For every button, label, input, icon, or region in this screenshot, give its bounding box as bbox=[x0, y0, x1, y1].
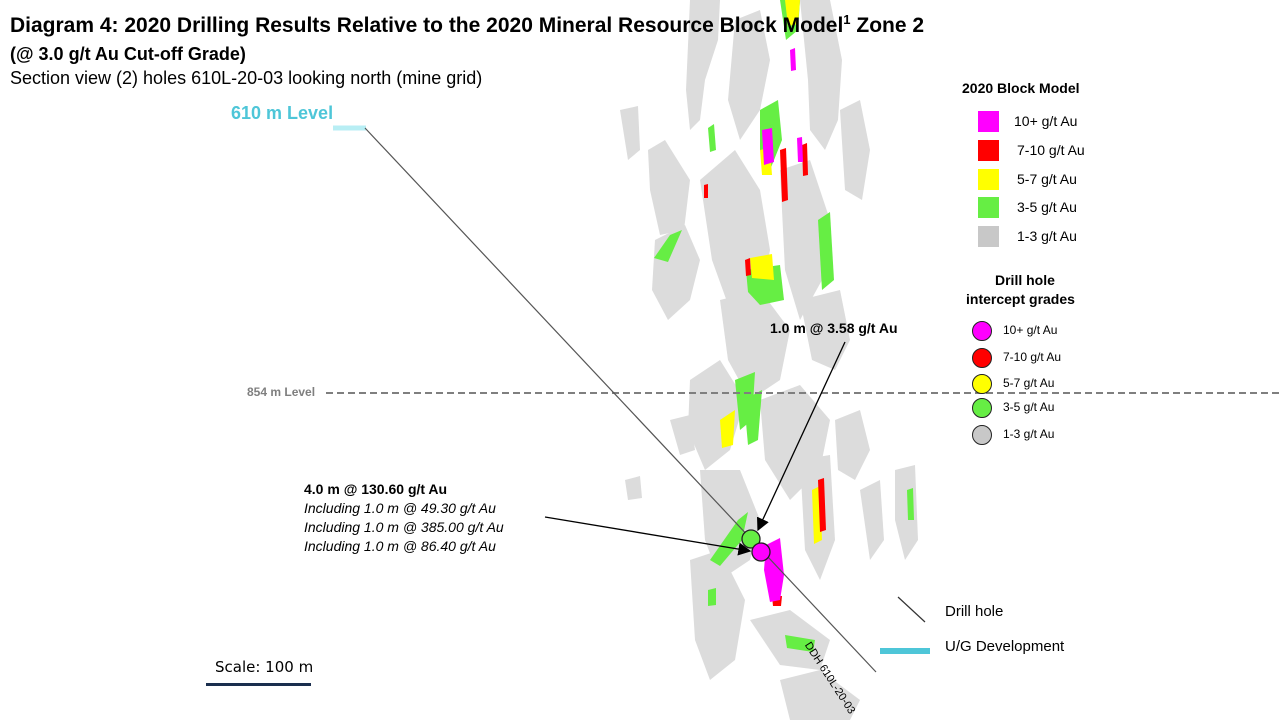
page-subtitle: (@ 3.0 g/t Au Cut-off Grade) bbox=[10, 44, 246, 64]
section-description: Section view (2) holes 610L-20-03 lookin… bbox=[10, 68, 483, 88]
block-model-legend-item: 5-7 g/t Au bbox=[978, 169, 1158, 191]
legend-label: 10+ g/t Au bbox=[1003, 323, 1058, 337]
drillhole-legend-item: 7-10 g/t Au bbox=[972, 348, 1152, 370]
legend-development-label: U/G Development bbox=[945, 638, 1065, 655]
intercept-callout-main: 4.0 m @ 130.60 g/t Au Including 1.0 m @ … bbox=[304, 480, 504, 556]
drillhole-legend-item: 3-5 g/t Au bbox=[972, 398, 1152, 420]
intercept-including: Including 1.0 m @ 385.00 g/t Au bbox=[304, 519, 504, 535]
legend-drill-hole-symbol bbox=[897, 596, 926, 623]
legend-label: 7-10 g/t Au bbox=[1003, 350, 1062, 364]
drill-hole-trace bbox=[364, 127, 877, 673]
intercept-marker-3-5 bbox=[741, 529, 761, 549]
drillhole-legend-title-1: Drill hole bbox=[995, 272, 1055, 288]
title-main: Diagram 4: 2020 Drilling Results Relativ… bbox=[10, 14, 844, 37]
legend-dot bbox=[972, 398, 992, 418]
legend-swatch bbox=[978, 169, 999, 190]
drillhole-legend-item: 1-3 g/t Au bbox=[972, 425, 1152, 447]
block-model-legend-item: 10+ g/t Au bbox=[978, 111, 1158, 133]
legend-dot bbox=[972, 374, 992, 394]
block-model-legend-item: 1-3 g/t Au bbox=[978, 226, 1158, 248]
legend-label: 10+ g/t Au bbox=[1014, 113, 1078, 129]
legend-label: 1-3 g/t Au bbox=[1017, 228, 1077, 244]
legend-swatch bbox=[978, 111, 999, 132]
legend-label: 3-5 g/t Au bbox=[1017, 199, 1077, 215]
legend-swatch bbox=[978, 197, 999, 218]
legend-label: 7-10 g/t Au bbox=[1017, 142, 1085, 158]
legend-label: 5-7 g/t Au bbox=[1017, 171, 1077, 187]
title-tail: Zone 2 bbox=[850, 14, 925, 37]
callout-arrow-main bbox=[544, 516, 752, 556]
drillhole-legend-item: 10+ g/t Au bbox=[972, 321, 1152, 343]
scale-bar bbox=[206, 683, 311, 686]
scale-label: Scale: 100 m bbox=[215, 658, 314, 676]
legend-dot bbox=[972, 348, 992, 368]
title-superscript: 1 bbox=[843, 12, 851, 27]
intercept-callout-small: 1.0 m @ 3.58 g/t Au bbox=[770, 320, 898, 336]
legend-dot bbox=[972, 425, 992, 445]
legend-label: 1-3 g/t Au bbox=[1003, 427, 1055, 441]
intercept-including: Including 1.0 m @ 86.40 g/t Au bbox=[304, 538, 496, 554]
block-model-5-7 bbox=[720, 0, 822, 544]
drillhole-legend-item: 5-7 g/t Au bbox=[972, 374, 1152, 396]
legend-swatch bbox=[978, 226, 999, 247]
page-title: Diagram 4: 2020 Drilling Results Relativ… bbox=[10, 12, 924, 38]
legend-dot bbox=[972, 321, 992, 341]
intercept-including: Including 1.0 m @ 49.30 g/t Au bbox=[304, 500, 496, 516]
legend-label: 3-5 g/t Au bbox=[1003, 400, 1055, 414]
block-model-legend-item: 7-10 g/t Au bbox=[978, 140, 1158, 162]
level-610-label: 610 m Level bbox=[231, 103, 334, 123]
intercept-marker-10-plus bbox=[751, 542, 771, 562]
drillhole-legend-title-2: intercept grades bbox=[966, 291, 1075, 307]
legend-drill-hole-label: Drill hole bbox=[945, 603, 1004, 620]
block-model-7-10 bbox=[704, 143, 826, 606]
intercept-headline: 4.0 m @ 130.60 g/t Au bbox=[304, 481, 448, 497]
level-854-label: 854 m Level bbox=[247, 385, 316, 399]
block-model-legend-item: 3-5 g/t Au bbox=[978, 197, 1158, 219]
legend-swatch bbox=[978, 140, 999, 161]
legend-label: 5-7 g/t Au bbox=[1003, 376, 1055, 390]
block-model-legend-title: 2020 Block Model bbox=[962, 80, 1080, 96]
callout-arrow-small bbox=[757, 341, 846, 532]
